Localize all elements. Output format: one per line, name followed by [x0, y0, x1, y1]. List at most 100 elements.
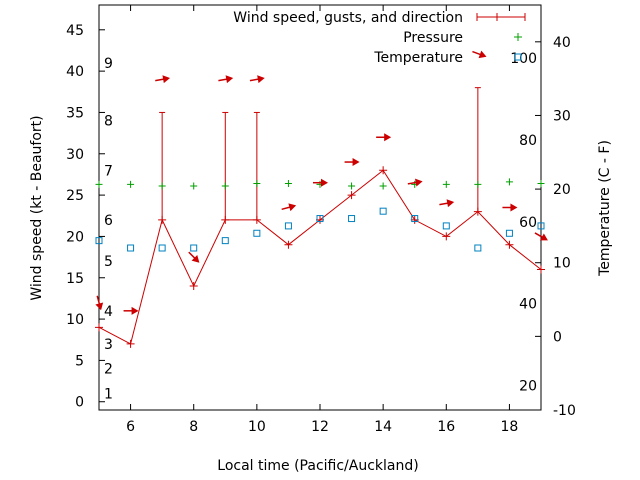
wind-speed-point — [221, 215, 230, 224]
temperature-point — [537, 222, 545, 230]
beaufort-label: 2 — [104, 362, 113, 378]
temperature-point — [221, 237, 229, 245]
y-axis-label-left: Wind speed (kt - Beaufort) — [29, 115, 45, 300]
pressure-point — [253, 180, 261, 188]
wind-direction-arrow — [313, 178, 328, 187]
wind-direction-arrow — [502, 203, 518, 212]
y-right-tick-label: 20 — [553, 182, 571, 198]
temperature-point — [379, 207, 387, 215]
x-axis-label: Local time (Pacific/Auckland) — [217, 458, 418, 474]
temperature-point — [284, 222, 292, 230]
pressure-point — [537, 180, 545, 188]
series-layer — [95, 75, 548, 348]
temperature-point — [505, 229, 513, 237]
pressure-point — [348, 182, 356, 190]
y-left-tick-label: 30 — [66, 147, 84, 163]
temperature-point — [442, 222, 450, 230]
y-left-tick-label: 20 — [66, 229, 84, 245]
pressure-point — [284, 180, 292, 188]
wind-direction-arrow — [188, 251, 200, 263]
beaufort-label: 4 — [104, 304, 113, 320]
wind-arrow-head — [288, 203, 297, 212]
temperature-point — [158, 244, 166, 252]
y-right-tick-label: 40 — [553, 35, 571, 51]
wind-direction-arrow — [281, 203, 297, 212]
pressure-point — [158, 182, 166, 190]
x-tick-label: 10 — [248, 419, 266, 435]
fahrenheit-label: 60 — [519, 215, 537, 231]
wind-direction-arrow — [95, 295, 104, 311]
temperature-point — [348, 215, 356, 223]
x-tick-label: 16 — [437, 419, 455, 435]
wind-arrow-head — [131, 306, 139, 315]
wind-direction-arrow — [534, 232, 548, 241]
wind-direction-arrow — [344, 158, 360, 167]
wind-arrow-head — [225, 75, 234, 84]
beaufort-label: 8 — [104, 114, 113, 130]
legend-arrow-icon — [472, 50, 487, 59]
temperature-point — [127, 244, 135, 252]
temperature-point — [316, 215, 324, 223]
legend-label: Pressure — [403, 30, 463, 46]
x-tick-label: 6 — [126, 419, 135, 435]
x-tick-label: 12 — [311, 419, 329, 435]
pressure-point — [127, 180, 135, 188]
pressure-point — [505, 178, 513, 186]
plot-frame — [98, 4, 542, 411]
wind-arrow-head — [446, 199, 455, 208]
temperature-point — [411, 215, 419, 223]
fahrenheit-label: 40 — [519, 297, 537, 313]
y-left-tick-label: 0 — [75, 395, 84, 411]
y-left-tick-label: 15 — [66, 271, 84, 287]
beaufort-label: 5 — [104, 254, 113, 270]
beaufort-label: 7 — [104, 163, 113, 179]
fahrenheit-label: 80 — [519, 133, 537, 149]
y-right-tick-label: 30 — [553, 108, 571, 124]
wind-arrow-head — [321, 178, 328, 187]
legend-label: Temperature — [373, 50, 463, 66]
wind-arrow-head — [384, 133, 392, 142]
pressure-point — [221, 182, 229, 190]
wind-arrow-head — [191, 254, 200, 263]
axis-ticks: 6 8 10 12 14 16 18051015202530354045-100102030… — [66, 5, 576, 435]
legend-label: Wind speed, gusts, and direction — [233, 10, 463, 26]
wind-speed-point — [505, 240, 514, 249]
wind-arrow-head — [510, 203, 518, 212]
wind-speed-point — [252, 215, 261, 224]
wind-speed-point — [95, 323, 103, 332]
y-left-tick-label: 5 — [75, 353, 84, 369]
wind-speed-point — [284, 240, 293, 249]
pressure-point — [95, 180, 103, 188]
wind-speed-point — [126, 339, 135, 348]
wind-arrow-head — [415, 178, 423, 187]
wind-speed-point — [473, 207, 482, 216]
legend: Wind speed, gusts, and direction Pressure… — [233, 10, 526, 66]
legend-arrow-head — [478, 50, 487, 59]
pressure-point — [474, 180, 482, 188]
x-tick-label: 8 — [189, 419, 198, 435]
x-tick-label: 14 — [374, 419, 392, 435]
pressure-point — [442, 180, 450, 188]
x-tick-label: 18 — [501, 419, 519, 435]
fahrenheit-label: 100 — [510, 51, 537, 67]
y-left-tick-label: 45 — [66, 23, 84, 39]
temperature-point — [95, 237, 103, 245]
beaufort-label: 6 — [104, 213, 113, 229]
y-left-tick-label: 35 — [66, 105, 84, 121]
beaufort-label: 1 — [104, 386, 113, 402]
wind-arrow-head — [162, 75, 171, 84]
legend-pressure-marker — [514, 33, 522, 41]
pressure-point — [379, 182, 387, 190]
beaufort-label: 9 — [104, 56, 113, 72]
beaufort-label: 3 — [104, 337, 113, 353]
fahrenheit-label: 20 — [519, 378, 537, 394]
wind-speed-point — [537, 265, 545, 274]
temperature-point — [190, 244, 198, 252]
wind-direction-arrow — [376, 133, 392, 142]
y-left-tick-label: 25 — [66, 188, 84, 204]
wind-direction-arrow — [155, 75, 171, 84]
temperature-point — [253, 229, 261, 237]
wind-speed-line — [98, 169, 542, 345]
temperature-point — [474, 244, 482, 252]
